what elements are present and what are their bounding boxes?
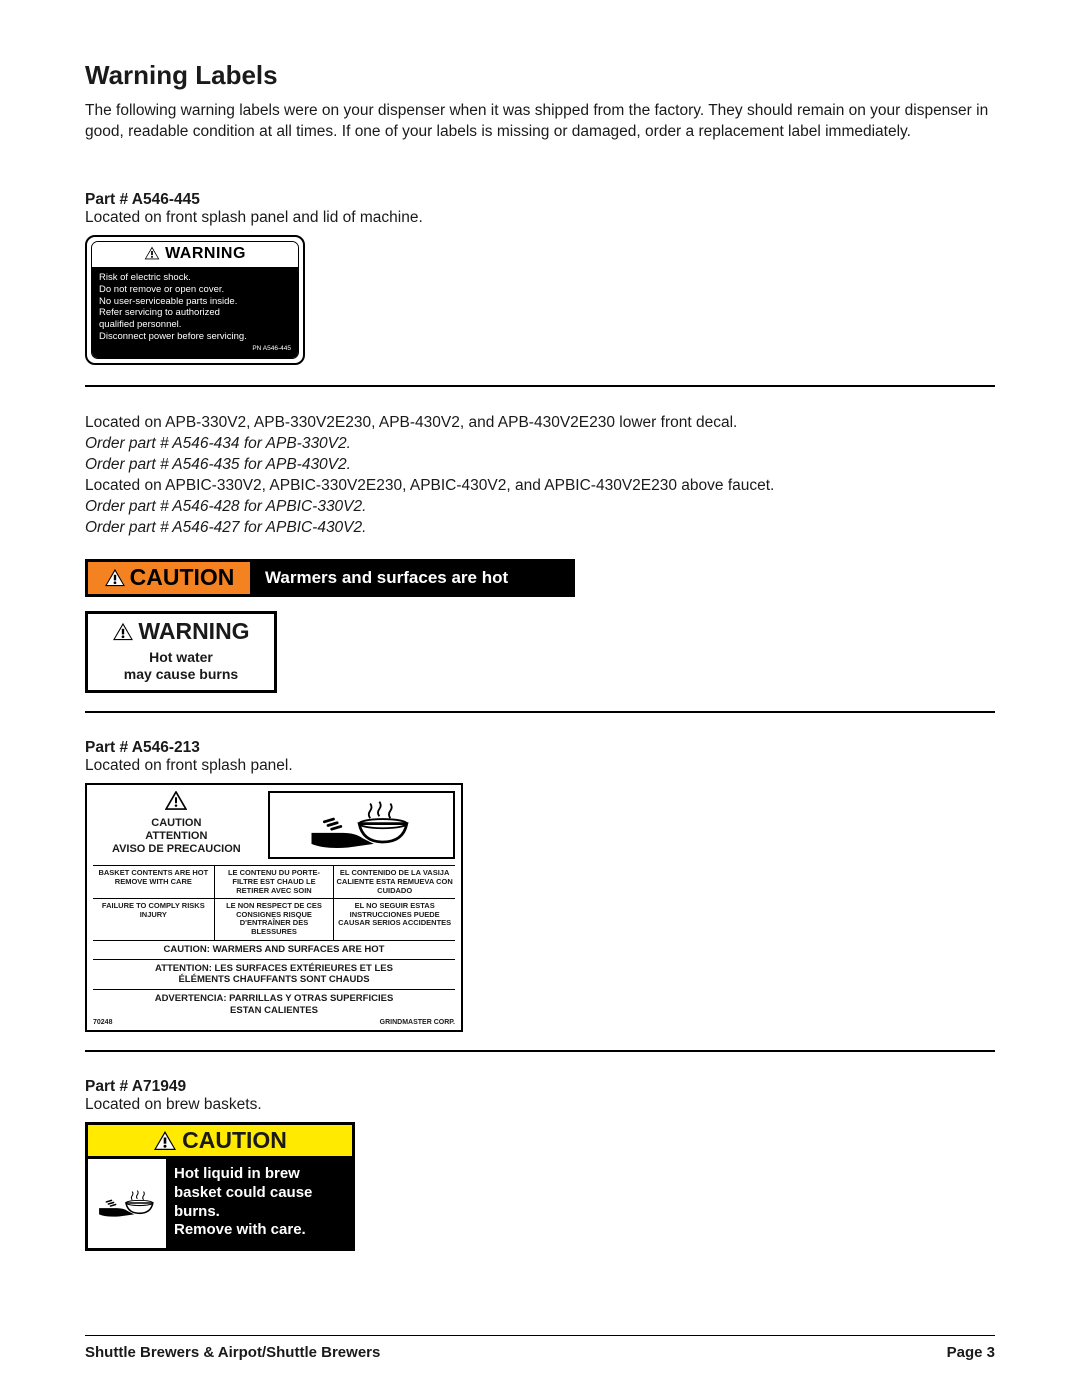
warning-word: WARNING bbox=[138, 618, 249, 645]
decal-location-block: Located on APB-330V2, APB-330V2E230, APB… bbox=[85, 413, 995, 539]
section-divider bbox=[85, 1050, 995, 1052]
page-title: Warning Labels bbox=[85, 60, 995, 91]
part-location-1: Located on front splash panel and lid of… bbox=[85, 209, 995, 227]
warning-triangle-icon bbox=[144, 246, 160, 260]
warning-label-shock: WARNING Risk of electric shock. Do not r… bbox=[85, 235, 305, 365]
caution-word: CAUTION bbox=[130, 564, 235, 591]
hotliquid-line: Hot liquid in brew bbox=[174, 1165, 346, 1184]
order-line: Order part # A546-435 for APB-430V2. bbox=[85, 455, 995, 476]
intro-text: The following warning labels were on you… bbox=[85, 101, 995, 143]
caution-hot-liquid-label: CAUTION Hot liquid in brew basket could … bbox=[85, 1122, 355, 1251]
order-line: Order part # A546-428 for APBIC-330V2. bbox=[85, 497, 995, 518]
loc-line: Located on APB-330V2, APB-330V2E230, APB… bbox=[85, 413, 995, 434]
bar-en: CAUTION: WARMERS AND SURFACES ARE HOT bbox=[93, 941, 455, 960]
warn-line: may cause burns bbox=[94, 666, 268, 683]
caution-text: Warmers and surfaces are hot bbox=[253, 562, 572, 594]
grid-cell: LE CONTENU DU PORTE-FILTRE EST CHAUD LE … bbox=[214, 866, 335, 898]
bar-es-2: ESTAN CALIENTES bbox=[230, 1005, 318, 1016]
bar-es-1: ADVERTENCIA: PARRILLAS Y OTRAS SUPERFICI… bbox=[155, 993, 394, 1004]
warning-word: WARNING bbox=[165, 245, 246, 262]
caution-en: CAUTION bbox=[93, 817, 260, 830]
hotliquid-line: Remove with care. bbox=[174, 1221, 346, 1240]
hotliquid-line: burns. bbox=[174, 1203, 346, 1222]
grid-cell: FAILURE TO COMPLY RISKS INJURY bbox=[93, 898, 214, 940]
caution-fr: ATTENTION bbox=[93, 830, 260, 843]
shock-line: Disconnect power before servicing. bbox=[99, 331, 291, 343]
multilingual-caution-label: CAUTION ATTENTION AVISO DE PRECAUCION BA… bbox=[85, 783, 463, 1032]
shock-line: Risk of electric shock. bbox=[99, 272, 291, 284]
shock-line: qualified personnel. bbox=[99, 319, 291, 331]
section-divider bbox=[85, 385, 995, 387]
part-location-4: Located on brew baskets. bbox=[85, 1096, 995, 1114]
section-divider bbox=[85, 711, 995, 713]
part-number-4: Part # A71949 bbox=[85, 1078, 995, 1096]
caution-es: AVISO DE PRECAUCION bbox=[93, 843, 260, 856]
grid-cell: LE NON RESPECT DE CES CONSIGNES RISQUE D… bbox=[214, 898, 335, 940]
caution-triangle-icon bbox=[104, 568, 126, 587]
loc-line: Located on APBIC-330V2, APBIC-330V2E230,… bbox=[85, 476, 995, 497]
footer-right: Page 3 bbox=[947, 1344, 995, 1361]
bar-fr-2: ÉLÉMENTS CHAUFFANTS SONT CHAUDS bbox=[178, 974, 369, 985]
part-number-3: Part # A546-213 bbox=[85, 739, 995, 757]
shock-line: Refer servicing to authorized bbox=[99, 307, 291, 319]
footer-rule bbox=[85, 1335, 995, 1336]
label3-footcorp: GRINDMASTER CORP. bbox=[380, 1019, 455, 1026]
part-location-3: Located on front splash panel. bbox=[85, 757, 995, 775]
grid-cell: EL CONTENIDO DE LA VASIJA CALIENTE ESTA … bbox=[334, 866, 455, 898]
label3-footnum: 70248 bbox=[93, 1019, 112, 1026]
shock-line: Do not remove or open cover. bbox=[99, 284, 291, 296]
warning-triangle-icon bbox=[112, 622, 134, 641]
part-number-1: Part # A546-445 bbox=[85, 191, 995, 209]
caution-triangle-outline-icon bbox=[165, 791, 187, 810]
hotliquid-line: basket could cause bbox=[174, 1184, 346, 1203]
caution-triangle-icon bbox=[153, 1130, 177, 1151]
grid-cell: EL NO SEGUIR ESTAS INSTRUCCIONES PUEDE C… bbox=[334, 898, 455, 940]
order-line: Order part # A546-427 for APBIC-430V2. bbox=[85, 518, 995, 539]
footer-left: Shuttle Brewers & Airpot/Shuttle Brewers bbox=[85, 1344, 380, 1361]
shock-line: No user-serviceable parts inside. bbox=[99, 296, 291, 308]
hand-bowl-icon bbox=[96, 1183, 158, 1225]
order-line: Order part # A546-434 for APB-330V2. bbox=[85, 434, 995, 455]
part-number-small: PN A546-445 bbox=[99, 345, 291, 353]
caution-word: CAUTION bbox=[182, 1127, 287, 1154]
hand-bowl-icon bbox=[306, 798, 416, 853]
caution-warmers-label: CAUTION Warmers and surfaces are hot bbox=[85, 559, 575, 597]
page-footer: Shuttle Brewers & Airpot/Shuttle Brewers… bbox=[85, 1335, 995, 1361]
grid-cell: BASKET CONTENTS ARE HOT REMOVE WITH CARE bbox=[93, 866, 214, 898]
warning-hot-water-label: WARNING Hot water may cause burns bbox=[85, 611, 277, 694]
warn-line: Hot water bbox=[94, 649, 268, 666]
bar-fr-1: ATTENTION: LES SURFACES EXTÉRIEURES ET L… bbox=[155, 963, 393, 974]
